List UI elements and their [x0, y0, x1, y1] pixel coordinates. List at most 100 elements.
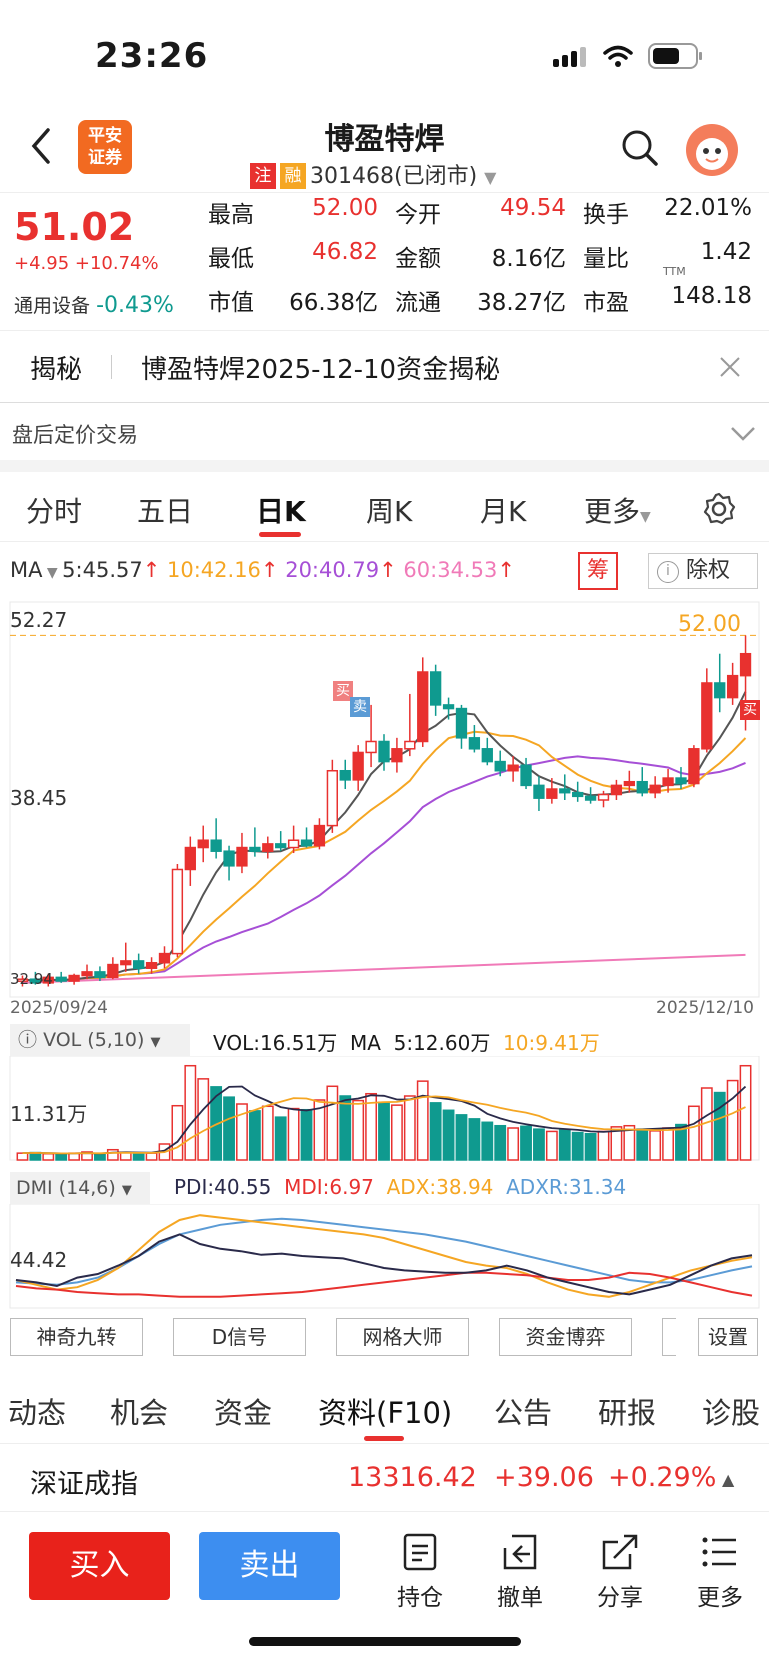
- volume-bar: [739, 1064, 752, 1161]
- volume-bar: [545, 1130, 558, 1161]
- quote-field-label: 流通: [395, 290, 441, 316]
- back-icon[interactable]: [28, 126, 54, 170]
- nav-f10[interactable]: 资料(F10): [318, 1396, 453, 1430]
- volume-bar: [416, 1080, 429, 1161]
- share-button[interactable]: 分享: [590, 1532, 650, 1612]
- volume-bar: [390, 1104, 403, 1161]
- kline-chart[interactable]: [0, 600, 769, 1030]
- volume-bar: [597, 1130, 610, 1161]
- tool-more-hidden[interactable]: [662, 1318, 676, 1356]
- volume-bar: [507, 1127, 520, 1161]
- ex-rights-button[interactable]: i 除权: [648, 553, 758, 589]
- avatar[interactable]: [686, 124, 738, 176]
- candle-body: [636, 780, 648, 794]
- volume-bar: [339, 1095, 352, 1161]
- volume-bar: [636, 1128, 649, 1161]
- nav-fund[interactable]: 资金: [214, 1396, 273, 1430]
- quote-field-value: 49.54: [500, 195, 566, 221]
- volume-bar: [313, 1099, 326, 1161]
- candle-body: [378, 740, 390, 763]
- tool-fund-game[interactable]: 资金博弈: [499, 1318, 632, 1356]
- undo-icon: [503, 1534, 537, 1570]
- quote-field-label: 金额: [395, 246, 441, 272]
- ma-label[interactable]: MA: [10, 558, 43, 582]
- vol-axis-label: 11.31万: [10, 1102, 88, 1126]
- positions-button[interactable]: 持仓: [390, 1532, 450, 1612]
- stock-code-line[interactable]: 注融 301468(已闭市) ▼: [250, 158, 496, 190]
- tool-d-signal[interactable]: D信号: [173, 1318, 306, 1356]
- volume-bar: [468, 1118, 481, 1161]
- candle-body: [572, 791, 584, 798]
- search-icon[interactable]: [620, 128, 660, 172]
- dropdown-icon: ▼: [121, 1183, 132, 1198]
- candle-body: [429, 671, 442, 706]
- chip-button[interactable]: 筹: [578, 552, 618, 590]
- reveal-label: 揭秘: [30, 355, 83, 385]
- candle-body: [197, 839, 209, 849]
- candle-body: [55, 976, 67, 982]
- volume-chart[interactable]: [0, 1056, 769, 1162]
- signal-icon: [553, 47, 587, 67]
- candle-body: [675, 777, 687, 785]
- clock: 23:26: [95, 36, 209, 76]
- candle-body: [468, 737, 481, 750]
- volume-bar: [171, 1104, 184, 1161]
- close-icon[interactable]: [718, 355, 742, 383]
- tool-nine-turn[interactable]: 神奇九转: [10, 1318, 143, 1356]
- nav-news[interactable]: 动态: [8, 1396, 67, 1430]
- tab-five-day[interactable]: 五日: [137, 495, 194, 528]
- dmi-chart[interactable]: [0, 1204, 769, 1310]
- share-icon: [602, 1534, 638, 1570]
- index-ticker[interactable]: 深证成指 13316.42 +39.06 +0.29% ▲: [0, 1444, 769, 1512]
- dmi-mdi: MDI:6.97: [284, 1175, 374, 1199]
- nav-research[interactable]: 研报: [598, 1396, 657, 1430]
- candle-body: [365, 740, 377, 754]
- nav-diagnosis[interactable]: 诊股: [702, 1396, 761, 1430]
- nav-opportunity[interactable]: 机会: [110, 1396, 169, 1430]
- sell-button[interactable]: 卖出: [199, 1532, 340, 1600]
- settings-button[interactable]: 设置: [698, 1318, 758, 1356]
- after-hours-trading[interactable]: 盘后定价交易: [0, 402, 769, 460]
- home-indicator: [249, 1637, 521, 1646]
- dmi-axis-label: 44.42: [10, 1248, 68, 1272]
- tab-monthly-k[interactable]: 月K: [480, 495, 527, 528]
- candle-body: [507, 764, 519, 772]
- tab-weekly-k[interactable]: 周K: [366, 495, 413, 528]
- tab-daily-k[interactable]: 日K: [256, 495, 306, 528]
- volume-ma-line: [22, 1095, 746, 1155]
- candle-body: [29, 978, 42, 984]
- buy-button[interactable]: 买入: [29, 1532, 170, 1600]
- quote-field-label: 今开: [395, 202, 441, 228]
- dropdown-icon: ▼: [484, 168, 497, 187]
- nav-announcement[interactable]: 公告: [494, 1396, 553, 1430]
- index-pct: +0.29%: [608, 1462, 717, 1493]
- industry[interactable]: 通用设备 -0.43%: [14, 291, 174, 318]
- vol-ma-label: MA: [349, 1031, 381, 1055]
- dmi-pdi: PDI:40.55: [174, 1175, 272, 1199]
- tab-more[interactable]: 更多▼: [584, 490, 651, 530]
- tool-grid-master[interactable]: 网格大师: [336, 1318, 469, 1356]
- volume-bar: [610, 1126, 623, 1161]
- quote-field-value: 22.01%: [664, 195, 752, 221]
- tag-rong: 融: [280, 163, 306, 189]
- ma60-value: 60:34.53: [403, 558, 498, 582]
- quote-field-value: 1.42: [700, 239, 752, 265]
- dmi-adx-line: [15, 1214, 753, 1298]
- dmi-label: DMI (14,6): [16, 1177, 116, 1199]
- candle-body: [520, 764, 532, 787]
- volume-bar: [378, 1101, 390, 1161]
- vol-indicator-select[interactable]: ⓘ VOL (5,10) ▼: [10, 1024, 190, 1056]
- dmi-indicator-select[interactable]: DMI (14,6) ▼: [10, 1172, 150, 1204]
- chevron-up-icon[interactable]: ▲: [722, 1470, 735, 1489]
- fund-reveal-bar[interactable]: 揭秘 博盈特焊2025-12-10资金揭秘: [0, 330, 769, 402]
- ma5-value: 5:45.57: [62, 558, 143, 582]
- candle-body: [107, 963, 119, 979]
- volume-bar: [287, 1107, 300, 1161]
- candle-body: [249, 846, 261, 852]
- cancel-order-button[interactable]: 撤单: [490, 1532, 550, 1612]
- tab-intraday[interactable]: 分时: [26, 495, 83, 528]
- more-button[interactable]: 更多: [690, 1532, 750, 1612]
- gear-icon[interactable]: [702, 492, 736, 530]
- candle-body: [584, 795, 597, 801]
- ma60-line: [22, 953, 746, 984]
